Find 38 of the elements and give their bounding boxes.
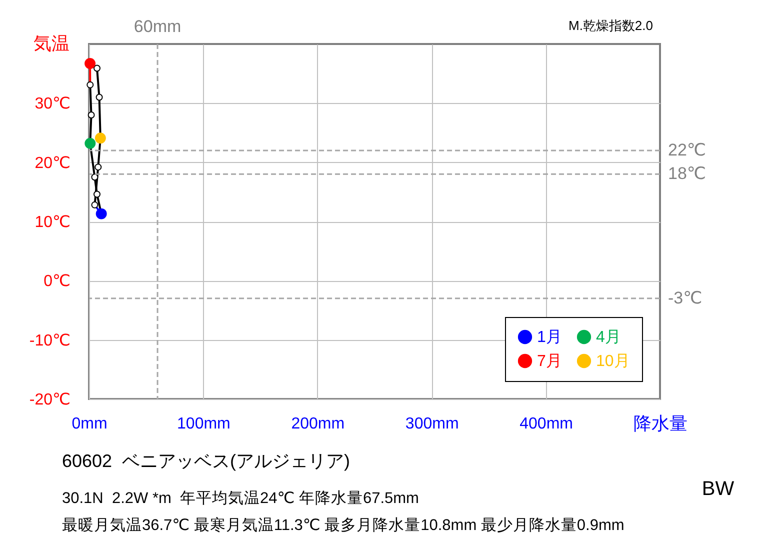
ref-line-label: 60mm (134, 17, 182, 36)
ref-line-label: -3℃ (668, 288, 702, 308)
legend-label: 7月 (537, 353, 562, 370)
y-tick-label: 10℃ (34, 214, 70, 231)
point (93, 190, 100, 198)
text: M.乾燥指数2.0 (568, 18, 653, 33)
x-tick-label: 0mm (72, 416, 108, 432)
point (96, 94, 103, 101)
point (93, 64, 100, 72)
x-tick-label: 200mm (291, 416, 345, 432)
x-axis-title: 降水量 (634, 414, 688, 434)
point (91, 174, 98, 181)
point (94, 132, 106, 144)
text: 60602 ベニアッベス(アルジェリア) (62, 451, 350, 471)
ref-line-label: 18℃ (668, 164, 706, 184)
point (84, 58, 96, 69)
text: 30.1N 2.2W *m 年平均気温24℃ 年降水量67.5mm (62, 489, 419, 507)
point (94, 164, 102, 171)
legend-label: 4月 (596, 329, 621, 346)
point (91, 201, 98, 208)
x-tick-label: 100mm (177, 416, 230, 432)
legend-label: 10月 (596, 353, 630, 370)
y-tick-label: 30℃ (34, 96, 70, 113)
point (88, 112, 95, 118)
y-tick-label: -20℃ (29, 392, 70, 408)
point (86, 81, 94, 88)
ref-line-label: 22℃ (668, 140, 706, 160)
y-tick-label: 20℃ (34, 154, 70, 172)
text: BW (702, 478, 734, 500)
y-axis-title: 気温 (34, 34, 70, 54)
x-tick-label: 300mm (405, 416, 459, 432)
point (84, 138, 96, 149)
y-tick-label: -10℃ (29, 332, 70, 350)
y-tick-label: 0℃ (44, 273, 70, 290)
text: 最暖月気温36.7℃ 最寒月気温11.3℃ 最多月降水量10.8mm 最少月降水量0.9mm (62, 516, 624, 534)
x-tick-label: 400mm (520, 416, 573, 432)
point (96, 208, 107, 220)
legend-label: 1月 (537, 329, 562, 346)
